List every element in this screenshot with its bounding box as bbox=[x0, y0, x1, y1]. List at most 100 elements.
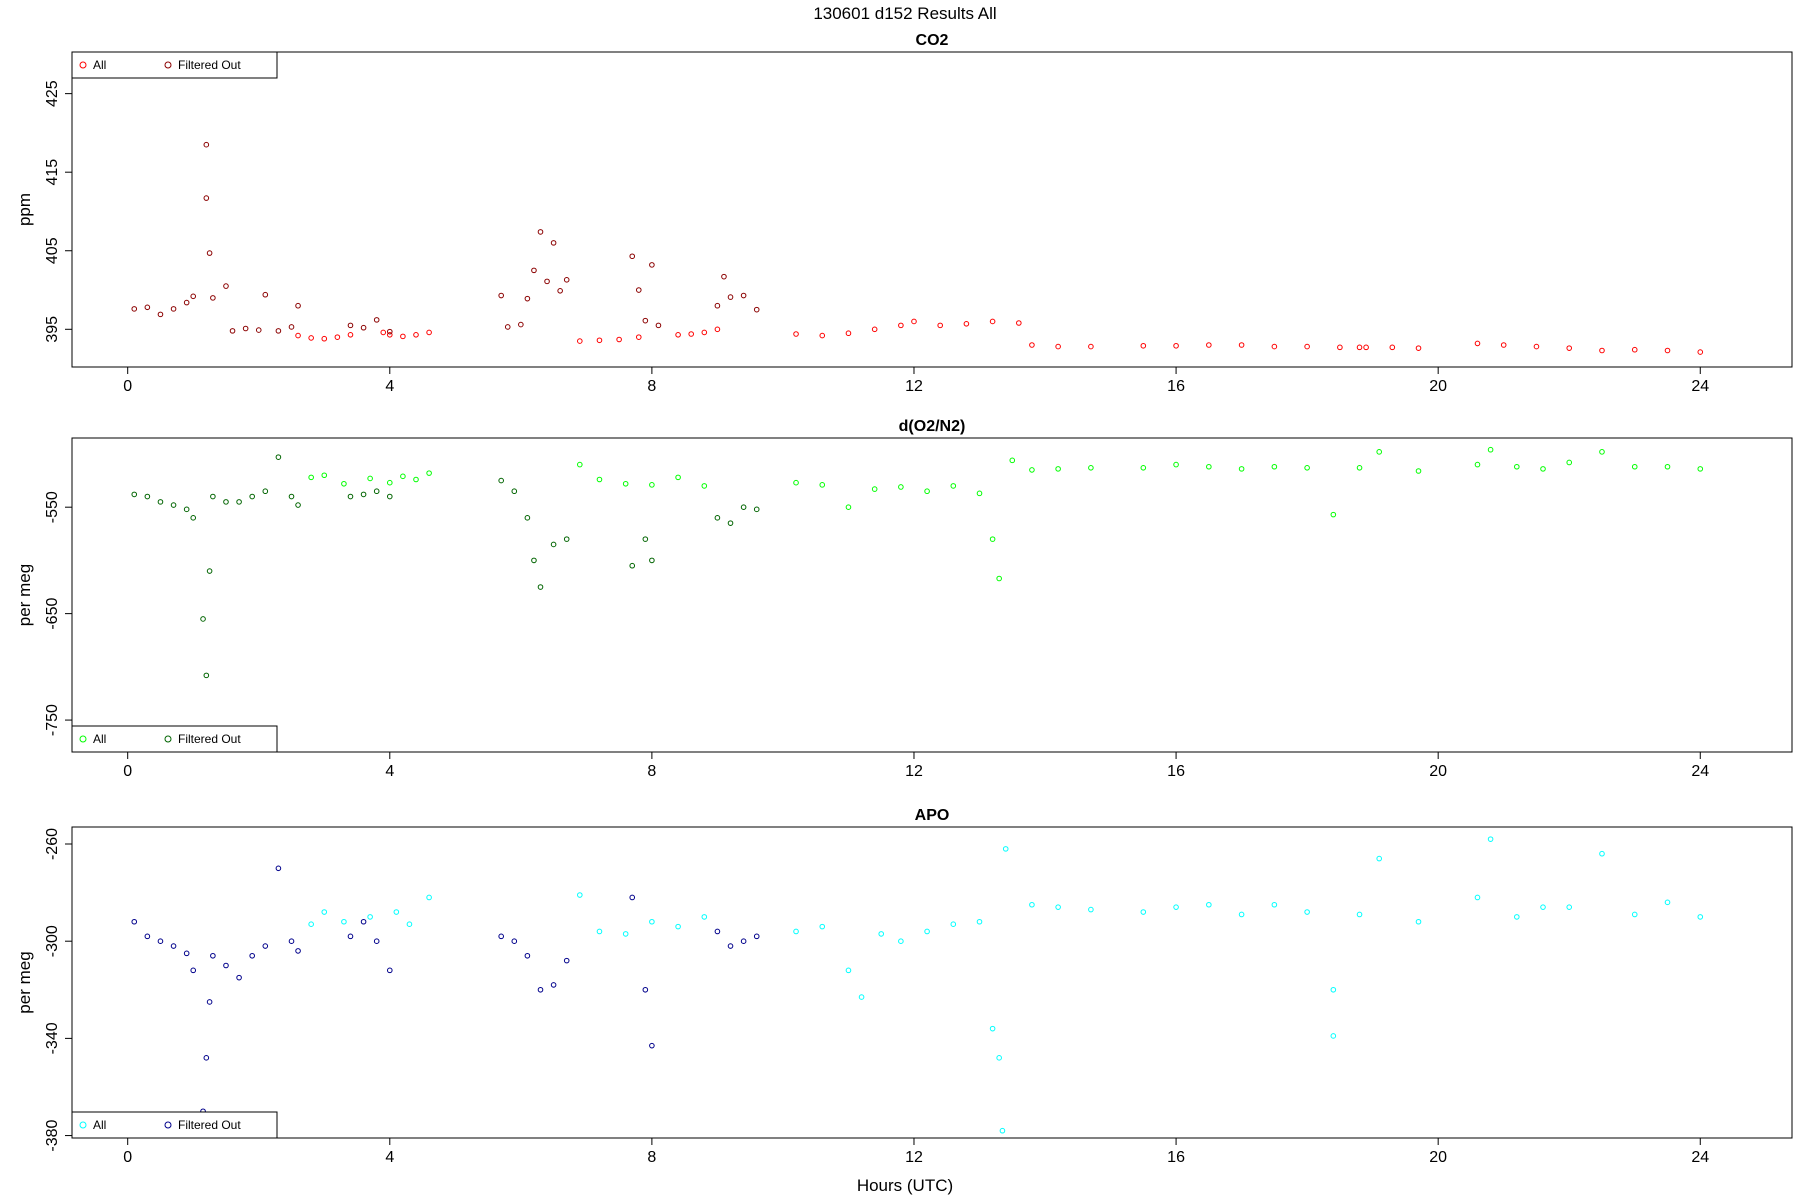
data-point bbox=[1088, 465, 1094, 471]
data-point bbox=[367, 475, 373, 482]
data-point bbox=[518, 321, 524, 328]
data-point bbox=[386, 493, 393, 500]
x-tick-label: 0 bbox=[123, 763, 132, 780]
y-tick-label: 405 bbox=[44, 237, 61, 264]
data-point bbox=[721, 273, 727, 280]
data-point bbox=[531, 267, 537, 274]
data-point bbox=[537, 986, 544, 993]
data-point bbox=[498, 933, 504, 940]
data-point bbox=[629, 253, 636, 260]
data-point bbox=[1206, 901, 1212, 908]
plot-frame bbox=[71, 826, 1793, 1139]
data-point bbox=[393, 909, 400, 915]
figure-title: 130601 d152 Results All bbox=[813, 4, 996, 23]
data-point bbox=[1631, 911, 1638, 918]
data-point bbox=[183, 299, 190, 306]
data-point bbox=[727, 943, 734, 949]
data-point bbox=[1664, 347, 1671, 354]
data-point bbox=[989, 318, 996, 325]
data-point bbox=[963, 320, 970, 327]
data-point bbox=[1356, 465, 1363, 471]
data-point bbox=[511, 938, 518, 944]
data-point bbox=[701, 483, 708, 489]
data-point bbox=[1356, 911, 1363, 918]
data-point bbox=[498, 477, 504, 484]
data-point bbox=[537, 229, 544, 235]
data-point bbox=[616, 336, 622, 343]
data-point bbox=[714, 302, 721, 309]
data-point bbox=[131, 918, 138, 925]
data-point bbox=[288, 493, 295, 500]
data-point bbox=[996, 575, 1002, 582]
x-tick-label: 8 bbox=[647, 1149, 656, 1166]
y-tick-label: -380 bbox=[44, 1119, 61, 1151]
data-point bbox=[223, 962, 229, 969]
data-point bbox=[360, 918, 367, 925]
data-point bbox=[1029, 342, 1035, 348]
data-point bbox=[1173, 461, 1179, 468]
data-point bbox=[144, 493, 151, 500]
legend-marker bbox=[164, 61, 172, 69]
data-point bbox=[596, 476, 603, 483]
data-point bbox=[557, 288, 563, 294]
data-point bbox=[426, 329, 432, 336]
data-point bbox=[341, 480, 347, 487]
data-point bbox=[157, 499, 164, 505]
data-point bbox=[1304, 909, 1310, 915]
data-point bbox=[386, 331, 393, 338]
data-point bbox=[413, 331, 419, 338]
data-point bbox=[1009, 457, 1016, 464]
x-tick-label: 20 bbox=[1429, 763, 1447, 780]
data-point bbox=[740, 938, 747, 944]
data-point bbox=[206, 250, 213, 256]
data-point bbox=[1599, 850, 1605, 857]
data-point bbox=[1055, 343, 1061, 350]
data-point bbox=[1140, 342, 1147, 349]
data-point bbox=[1304, 465, 1310, 471]
x-tick-label: 16 bbox=[1167, 378, 1185, 395]
data-point bbox=[1088, 343, 1094, 350]
data-point bbox=[675, 331, 681, 338]
data-point bbox=[1271, 343, 1278, 350]
data-point bbox=[635, 334, 642, 340]
series-1 bbox=[131, 865, 760, 1115]
legend: All Filtered Out bbox=[71, 725, 278, 753]
data-point bbox=[577, 892, 583, 898]
data-point bbox=[950, 921, 957, 927]
data-point bbox=[793, 331, 799, 337]
data-point bbox=[845, 330, 852, 337]
data-point bbox=[537, 584, 544, 590]
data-point bbox=[701, 914, 708, 920]
data-point bbox=[1631, 463, 1638, 470]
data-point bbox=[1206, 463, 1212, 470]
legend-label: Filtered Out bbox=[178, 1118, 241, 1132]
x-tick-label: 24 bbox=[1691, 763, 1709, 780]
y-tick-label: 395 bbox=[44, 316, 61, 343]
data-point bbox=[400, 333, 406, 340]
data-point bbox=[649, 557, 655, 564]
x-tick-label: 12 bbox=[905, 1149, 923, 1166]
x-tick-label: 4 bbox=[385, 1149, 394, 1166]
data-point bbox=[1566, 345, 1573, 351]
data-point bbox=[242, 325, 249, 332]
x-axis-label: Hours (UTC) bbox=[857, 1176, 953, 1195]
data-point bbox=[577, 461, 583, 468]
legend-box bbox=[71, 725, 278, 753]
data-point bbox=[1697, 914, 1704, 920]
data-point bbox=[819, 332, 826, 339]
data-point bbox=[1304, 343, 1310, 350]
data-point bbox=[989, 1025, 996, 1032]
data-point bbox=[819, 923, 826, 930]
data-point bbox=[295, 302, 301, 309]
plot-frame bbox=[71, 437, 1793, 753]
data-point bbox=[229, 328, 236, 334]
data-point bbox=[649, 1042, 655, 1049]
data-point bbox=[976, 490, 983, 497]
data-point bbox=[727, 294, 734, 300]
legend-box bbox=[71, 51, 278, 79]
data-point bbox=[203, 141, 210, 148]
data-point bbox=[871, 486, 878, 492]
legend-marker bbox=[164, 735, 172, 743]
data-point bbox=[131, 491, 138, 498]
data-point bbox=[727, 520, 734, 526]
